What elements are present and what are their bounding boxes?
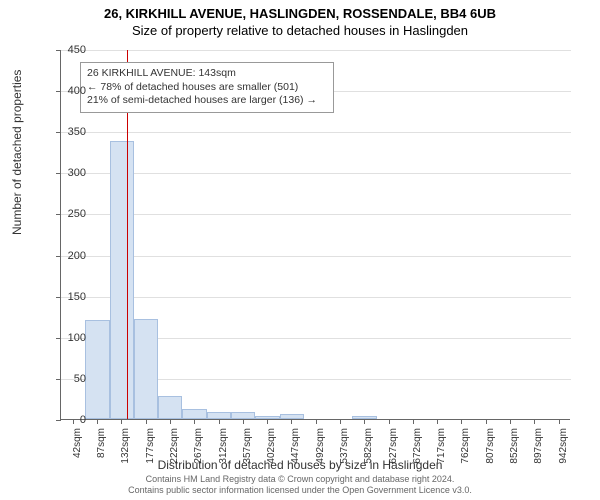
- histogram-bar: [85, 320, 109, 419]
- x-tick: [389, 419, 390, 424]
- x-tick-label: 357sqm: [242, 428, 253, 468]
- x-tick-label: 807sqm: [485, 428, 496, 468]
- x-tick-label: 852sqm: [509, 428, 520, 468]
- x-tick-label: 492sqm: [315, 428, 326, 468]
- x-tick: [291, 419, 292, 424]
- x-tick-label: 402sqm: [266, 428, 277, 468]
- x-tick: [243, 419, 244, 424]
- grid-line: [61, 132, 571, 133]
- annotation-box: 26 KIRKHILL AVENUE: 143sqm ← 78% of deta…: [80, 62, 334, 113]
- histogram-bar: [158, 396, 182, 419]
- x-tick-label: 537sqm: [339, 428, 350, 468]
- y-tick-label: 350: [68, 126, 86, 138]
- x-tick: [510, 419, 511, 424]
- x-tick-label: 762sqm: [460, 428, 471, 468]
- histogram-bar: [134, 319, 158, 419]
- x-tick-label: 132sqm: [120, 428, 131, 468]
- x-tick: [316, 419, 317, 424]
- y-tick: [56, 379, 61, 380]
- histogram-bar: [182, 409, 206, 419]
- grid-line: [61, 173, 571, 174]
- footer-line: Contains HM Land Registry data © Crown c…: [0, 474, 600, 485]
- footer-line: Contains public sector information licen…: [0, 485, 600, 496]
- x-tick: [461, 419, 462, 424]
- x-tick-label: 177sqm: [145, 428, 156, 468]
- x-tick: [97, 419, 98, 424]
- y-tick: [56, 132, 61, 133]
- y-tick: [56, 338, 61, 339]
- y-tick: [56, 91, 61, 92]
- y-tick: [56, 50, 61, 51]
- y-tick-label: 50: [74, 373, 86, 385]
- x-tick-label: 582sqm: [363, 428, 374, 468]
- y-tick-label: 250: [68, 208, 86, 220]
- x-tick-label: 267sqm: [193, 428, 204, 468]
- annotation-line: ← 78% of detached houses are smaller (50…: [87, 81, 327, 95]
- y-tick-label: 200: [68, 250, 86, 262]
- y-tick: [56, 173, 61, 174]
- x-tick: [413, 419, 414, 424]
- x-tick: [194, 419, 195, 424]
- x-tick: [437, 419, 438, 424]
- x-tick: [534, 419, 535, 424]
- x-tick: [267, 419, 268, 424]
- x-tick: [364, 419, 365, 424]
- x-tick: [73, 419, 74, 424]
- x-tick: [170, 419, 171, 424]
- y-tick-label: 400: [68, 85, 86, 97]
- x-tick-label: 717sqm: [436, 428, 447, 468]
- x-tick: [486, 419, 487, 424]
- y-tick-label: 100: [68, 332, 86, 344]
- y-tick-label: 300: [68, 167, 86, 179]
- grid-line: [61, 50, 571, 51]
- x-tick-label: 672sqm: [412, 428, 423, 468]
- y-tick-label: 0: [80, 414, 86, 426]
- y-tick: [56, 214, 61, 215]
- grid-line: [61, 256, 571, 257]
- x-tick: [340, 419, 341, 424]
- grid-line: [61, 297, 571, 298]
- y-tick: [56, 256, 61, 257]
- x-tick: [121, 419, 122, 424]
- x-tick: [146, 419, 147, 424]
- x-tick-label: 627sqm: [388, 428, 399, 468]
- annotation-line: 21% of semi-detached houses are larger (…: [87, 94, 327, 108]
- x-tick: [219, 419, 220, 424]
- x-tick-label: 447sqm: [290, 428, 301, 468]
- chart-container: 26, KIRKHILL AVENUE, HASLINGDEN, ROSSEND…: [0, 0, 600, 500]
- y-tick-label: 450: [68, 44, 86, 56]
- page-subtitle: Size of property relative to detached ho…: [0, 21, 600, 38]
- y-tick: [56, 420, 61, 421]
- x-tick-label: 942sqm: [558, 428, 569, 468]
- x-tick-label: 222sqm: [169, 428, 180, 468]
- y-tick: [56, 297, 61, 298]
- page-title: 26, KIRKHILL AVENUE, HASLINGDEN, ROSSEND…: [0, 0, 600, 21]
- x-tick-label: 87sqm: [96, 428, 107, 468]
- y-tick-label: 150: [68, 291, 86, 303]
- annotation-line: 26 KIRKHILL AVENUE: 143sqm: [87, 67, 327, 81]
- y-axis-label: Number of detached properties: [10, 70, 24, 235]
- x-tick-label: 897sqm: [533, 428, 544, 468]
- footer: Contains HM Land Registry data © Crown c…: [0, 474, 600, 496]
- x-tick: [559, 419, 560, 424]
- grid-line: [61, 214, 571, 215]
- x-tick-label: 42sqm: [72, 428, 83, 468]
- x-tick-label: 312sqm: [218, 428, 229, 468]
- histogram-bar: [110, 141, 134, 419]
